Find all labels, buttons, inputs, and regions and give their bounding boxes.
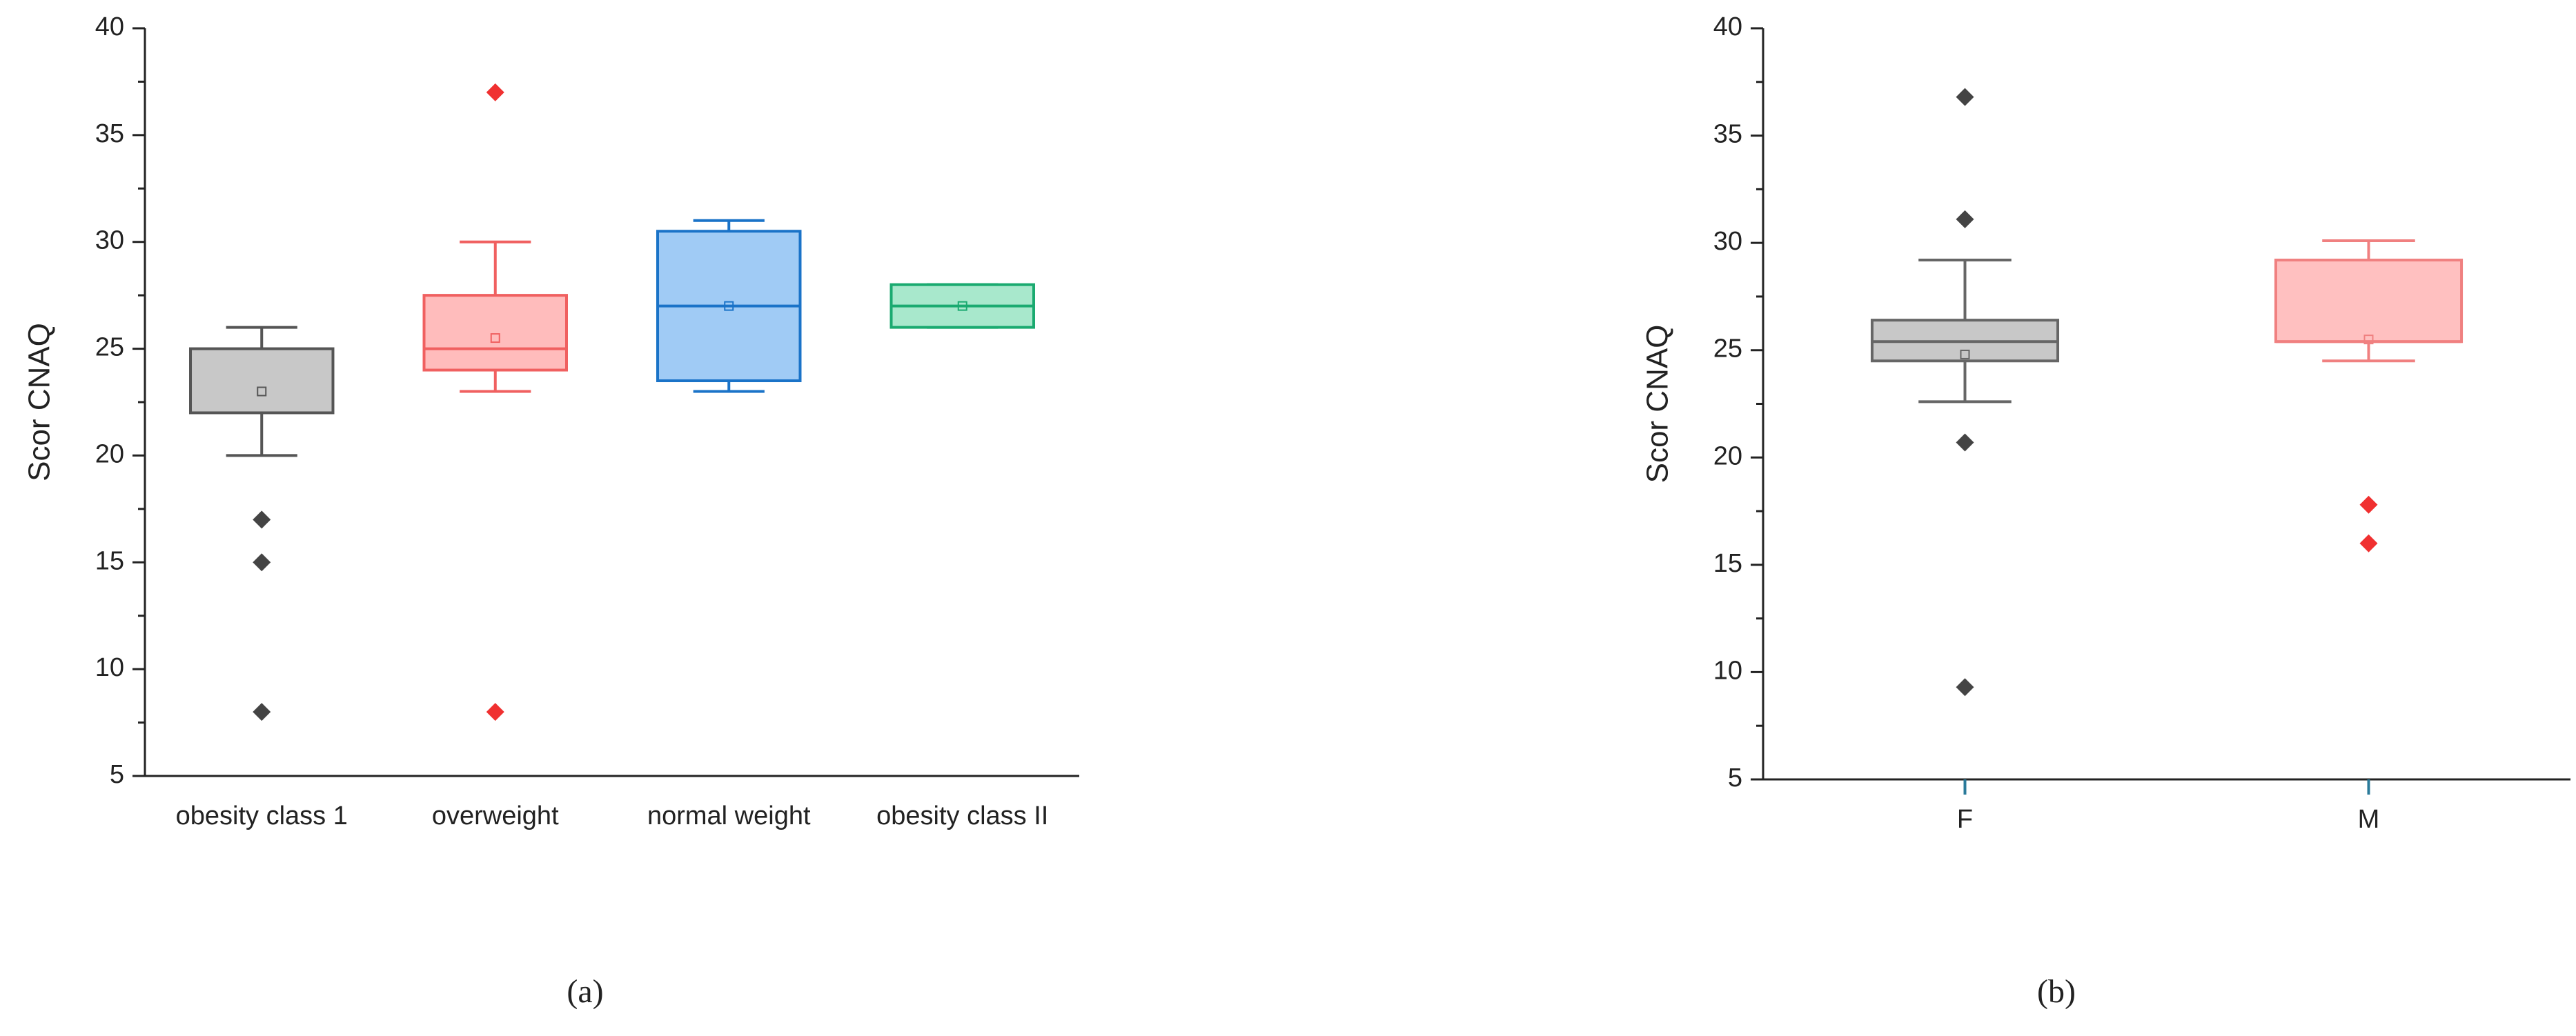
outlier	[1956, 678, 1974, 697]
y-tick-label: 10	[1713, 656, 1742, 685]
x-tick-label: obesity class II	[876, 801, 1048, 830]
box	[189, 347, 335, 415]
box	[422, 294, 568, 372]
outlier	[486, 83, 504, 101]
x-tick-label: normal weight	[647, 801, 811, 830]
outlier	[1956, 88, 1974, 106]
y-tick-label: 20	[95, 439, 124, 468]
y-tick-label: 40	[95, 12, 124, 41]
mean	[957, 301, 967, 311]
outlier	[486, 703, 504, 721]
mean	[2363, 335, 2374, 345]
mean	[490, 333, 500, 343]
x-tick-label: overweight	[432, 801, 559, 830]
y-tick-label: 5	[110, 760, 124, 789]
outlier	[253, 510, 271, 529]
mean	[257, 386, 267, 397]
y-tick-label: 40	[1713, 12, 1742, 41]
outlier	[253, 703, 271, 721]
y-axis-label: Scor CNAQ	[1641, 325, 1675, 484]
x-tick-label: obesity class 1	[176, 801, 348, 830]
outlier	[2359, 534, 2378, 552]
mean	[724, 301, 734, 311]
mean	[1960, 349, 1970, 359]
y-tick-label: 25	[95, 333, 124, 362]
caption: (b)	[2037, 973, 2076, 1010]
y-tick-label: 15	[95, 546, 124, 575]
x-tick-label: M	[2358, 805, 2380, 834]
outlier	[253, 553, 271, 572]
y-tick-label: 30	[1713, 227, 1742, 256]
y-tick-label: 25	[1713, 335, 1742, 363]
outlier	[1956, 433, 1974, 452]
y-tick-label: 35	[1713, 120, 1742, 149]
y-tick-label: 20	[1713, 441, 1742, 470]
x-tick-label: F	[1957, 805, 1973, 834]
y-tick-label: 35	[95, 119, 124, 148]
y-tick-label: 10	[95, 653, 124, 682]
caption: (a)	[567, 973, 603, 1010]
outlier	[2359, 495, 2378, 514]
box	[2274, 259, 2464, 343]
outlier	[1956, 210, 1974, 228]
y-axis-label: Scor CNAQ	[23, 323, 57, 481]
y-tick-label: 30	[95, 226, 124, 255]
y-tick-label: 15	[1713, 549, 1742, 578]
y-tick-label: 5	[1728, 764, 1742, 793]
